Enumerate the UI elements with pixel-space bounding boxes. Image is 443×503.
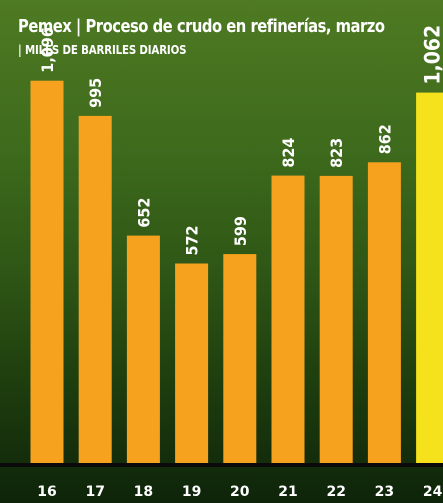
x-tick-24: 24: [423, 484, 443, 500]
bars-group: [30, 80, 443, 464]
value-label-17: 995: [86, 78, 105, 108]
bar-17: [78, 115, 112, 464]
bar-20: [223, 254, 257, 463]
x-tick-labels-group: 16 17 18 19 20 21 22 23 24: [37, 484, 442, 500]
x-tick-20: 20: [230, 484, 250, 500]
x-tick-19: 19: [182, 484, 201, 500]
x-tick-23: 23: [375, 484, 394, 500]
bar-16: [30, 80, 64, 463]
bar-21: [271, 175, 305, 463]
x-tick-16: 16: [37, 484, 56, 500]
x-tick-22: 22: [326, 484, 345, 500]
value-label-20: 599: [231, 216, 250, 246]
value-label-18: 652: [134, 198, 153, 228]
x-tick-18: 18: [134, 484, 153, 500]
bar-24: [416, 92, 443, 463]
value-labels-group: 1,096 995 652 572 599 824 823 862 1,062: [38, 25, 443, 256]
value-label-22: 823: [327, 138, 346, 168]
value-label-19: 572: [183, 225, 202, 255]
bar-18: [126, 235, 160, 463]
bar-22: [319, 175, 353, 463]
x-tick-17: 17: [85, 484, 104, 500]
bar-19: [175, 263, 209, 463]
value-label-24: 1,062: [421, 25, 443, 85]
value-label-23: 862: [375, 124, 394, 154]
value-label-21: 824: [279, 138, 298, 168]
chart-subtitle: | MILES DE BARRILES DIARIOS: [18, 42, 187, 57]
chart-header: Pemex | Proceso de crudo en refinerías, …: [18, 16, 443, 58]
value-label-16: 1,096: [38, 27, 57, 73]
bar-23: [367, 162, 401, 464]
chart-title: Pemex | Proceso de crudo en refinerías, …: [18, 16, 385, 37]
x-tick-21: 21: [278, 484, 297, 500]
